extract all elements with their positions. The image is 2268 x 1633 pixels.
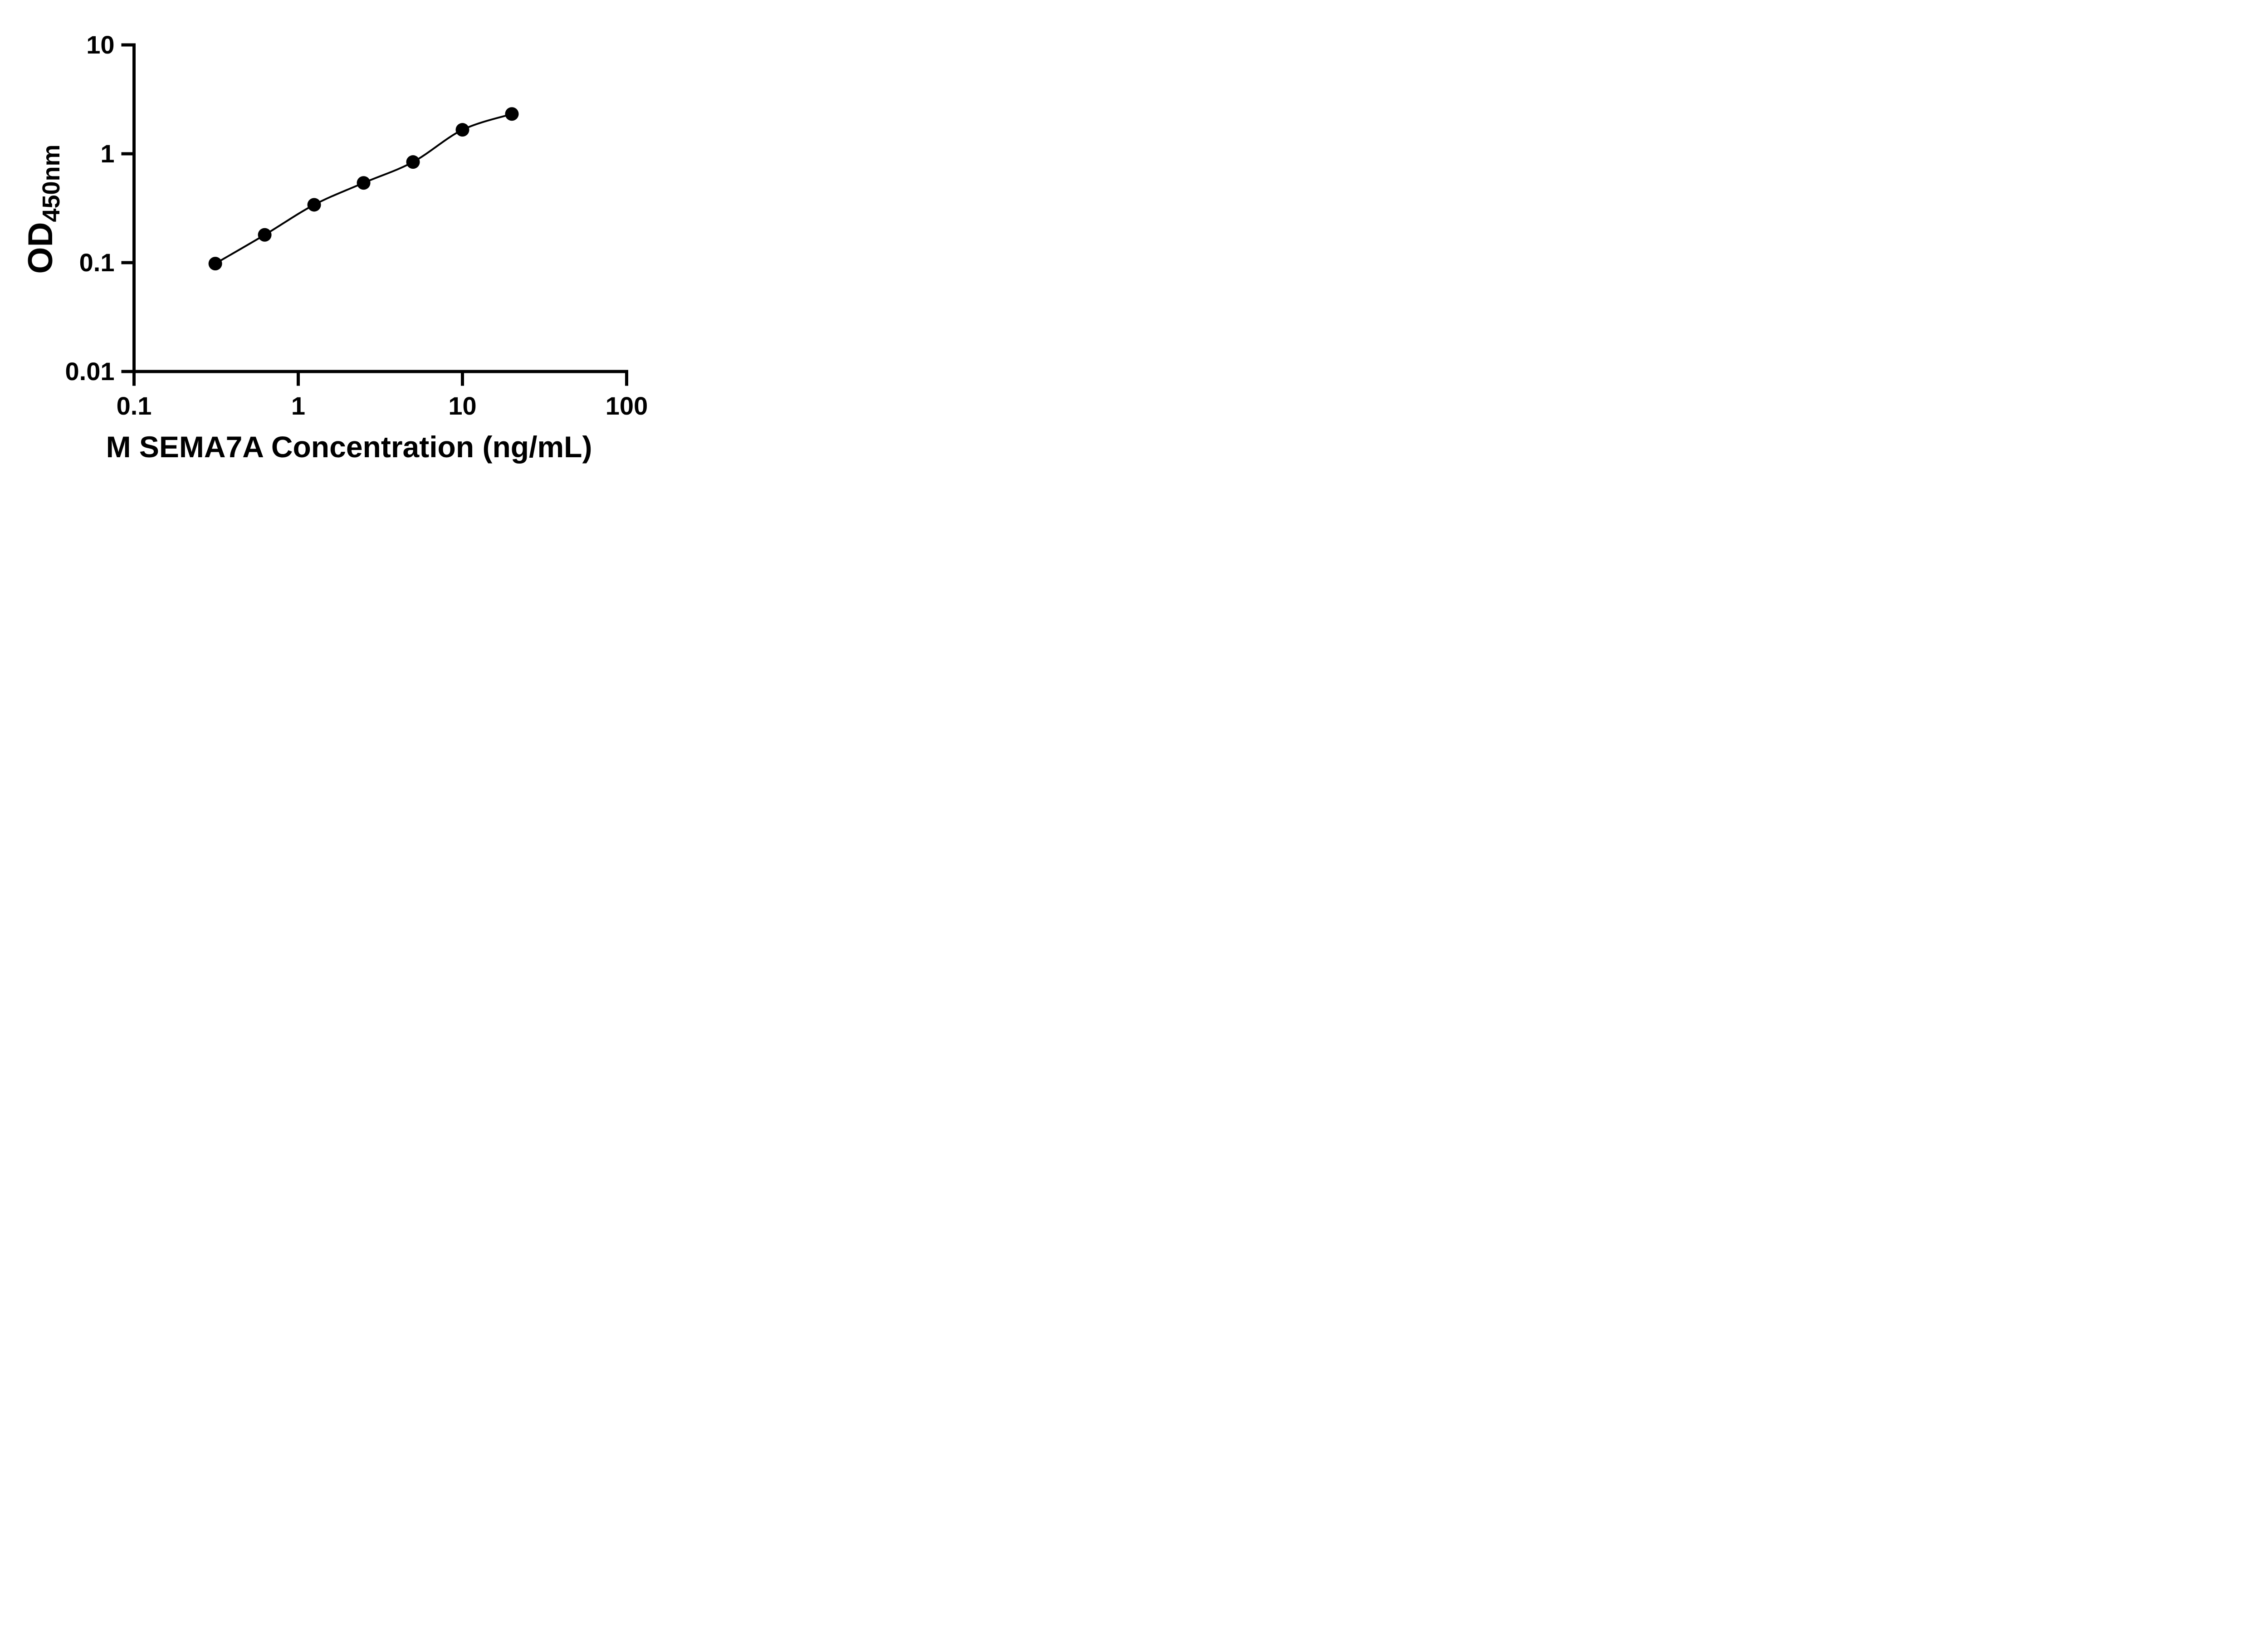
y-tick-label: 0.01: [65, 357, 115, 386]
data-point: [455, 123, 469, 137]
data-point: [505, 107, 519, 121]
x-tick-label: 10: [448, 391, 477, 420]
data-point: [307, 198, 321, 212]
plot-area: [121, 43, 628, 386]
data-point: [208, 257, 222, 271]
y-tick-label: 10: [86, 30, 115, 59]
y-tick-label: 1: [100, 139, 115, 168]
data-point: [357, 176, 371, 190]
data-point: [258, 228, 272, 242]
x-tick-label: 0.1: [116, 391, 152, 420]
data-point: [406, 155, 420, 169]
y-tick-label: 0.1: [79, 248, 115, 277]
x-axis-title: M SEMA7A Concentration (ng/mL): [106, 430, 592, 464]
elisa-standard-curve-figure: OD450nm M SEMA7A Concentration (ng/mL) 1…: [0, 0, 698, 490]
x-tick-label: 100: [605, 391, 648, 420]
x-tick-label: 1: [291, 391, 306, 420]
y-axis-title: OD450nm: [21, 96, 65, 323]
